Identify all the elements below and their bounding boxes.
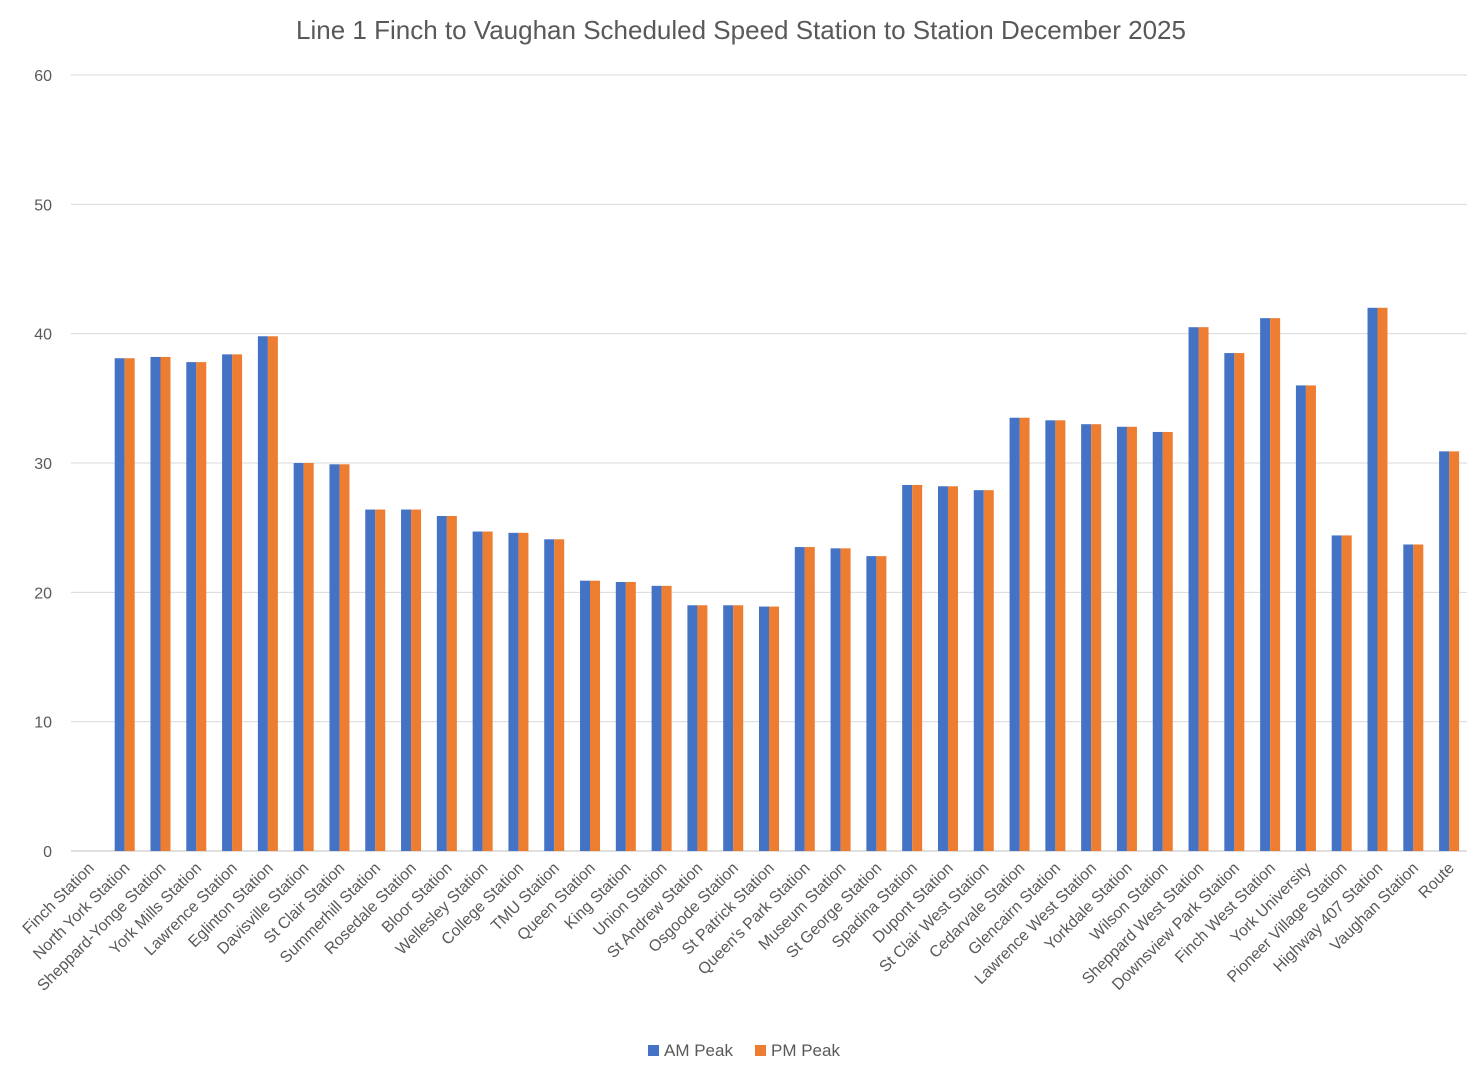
bar (1162, 431, 1173, 851)
bar (937, 486, 948, 851)
bar (1439, 451, 1450, 851)
bar (804, 547, 815, 851)
bar (769, 606, 779, 851)
bar (866, 556, 877, 851)
bar (1367, 307, 1378, 851)
bar (1295, 385, 1306, 851)
bar (257, 336, 268, 852)
bar (625, 581, 636, 851)
bar (339, 464, 350, 851)
bar (1449, 451, 1460, 851)
bar (329, 464, 340, 851)
bar (114, 358, 125, 851)
bar (794, 547, 805, 851)
bar (1152, 431, 1163, 851)
bar (1081, 424, 1092, 851)
bar (687, 605, 698, 851)
bar (973, 490, 984, 851)
bar (518, 532, 529, 851)
bar (1019, 417, 1030, 851)
bar (902, 484, 913, 851)
bar (160, 356, 171, 851)
bar (580, 580, 591, 851)
series-am-peak (114, 307, 1450, 852)
y-tick-label: 50 (34, 197, 52, 214)
y-axis: 0 10 20 30 40 50 60 (34, 68, 52, 861)
bar (876, 556, 887, 851)
legend-item: AM Peak (648, 1041, 733, 1060)
chart-title: Line 1 Finch to Vaughan Scheduled Speed … (296, 15, 1186, 45)
bar (436, 516, 447, 851)
bar (508, 532, 519, 851)
bar (222, 354, 233, 851)
bar (1188, 327, 1199, 851)
bar (733, 605, 744, 851)
bar (1403, 544, 1414, 851)
bar (661, 585, 672, 851)
legend: AM Peak PM Peak (648, 1041, 840, 1060)
bar (411, 509, 422, 851)
bar (651, 585, 662, 851)
legend-swatch (755, 1045, 766, 1056)
bar (1413, 544, 1424, 851)
y-tick-label: 20 (34, 585, 52, 602)
bar (947, 486, 958, 851)
bar (615, 581, 626, 851)
bar (446, 516, 457, 851)
legend-item: PM Peak (755, 1041, 840, 1060)
bars (114, 307, 1460, 852)
x-tick-label: Route (1416, 860, 1458, 902)
bar (830, 548, 841, 851)
bar (840, 548, 851, 851)
bar (482, 531, 493, 851)
bar (267, 336, 278, 852)
bar (124, 358, 135, 851)
bar (1260, 318, 1271, 851)
bar (1116, 426, 1127, 851)
bar (759, 606, 769, 851)
bar (1377, 307, 1388, 851)
bar (303, 463, 314, 851)
bar (912, 484, 923, 851)
bar (1198, 327, 1209, 851)
bar (1305, 385, 1316, 851)
y-tick-label: 60 (34, 68, 52, 85)
y-tick-label: 10 (34, 715, 52, 732)
bar (544, 539, 555, 851)
legend-label: PM Peak (771, 1041, 840, 1060)
bar (1055, 420, 1066, 851)
bar (472, 531, 483, 851)
bar (1045, 420, 1056, 851)
y-tick-label: 30 (34, 456, 52, 473)
bar (365, 509, 376, 851)
bar (293, 463, 304, 851)
bar (1270, 318, 1281, 851)
bar (196, 362, 207, 851)
bar (554, 539, 565, 851)
bar (1091, 424, 1102, 851)
bar (186, 362, 197, 851)
bar (1126, 426, 1137, 851)
bar (1224, 353, 1235, 851)
bar (375, 509, 386, 851)
bar (1234, 353, 1245, 851)
legend-label: AM Peak (664, 1041, 733, 1060)
series-pm-peak (124, 307, 1460, 852)
bar (1331, 535, 1342, 851)
bar (590, 580, 601, 851)
y-tick-label: 0 (43, 844, 52, 861)
bar (232, 354, 243, 851)
bar (697, 605, 708, 851)
bar (723, 605, 734, 851)
legend-swatch (648, 1045, 659, 1056)
y-tick-label: 40 (34, 327, 52, 344)
bar (1009, 417, 1020, 851)
bar (1341, 535, 1352, 851)
bar (150, 356, 161, 851)
bar (983, 490, 994, 851)
bar (401, 509, 412, 851)
